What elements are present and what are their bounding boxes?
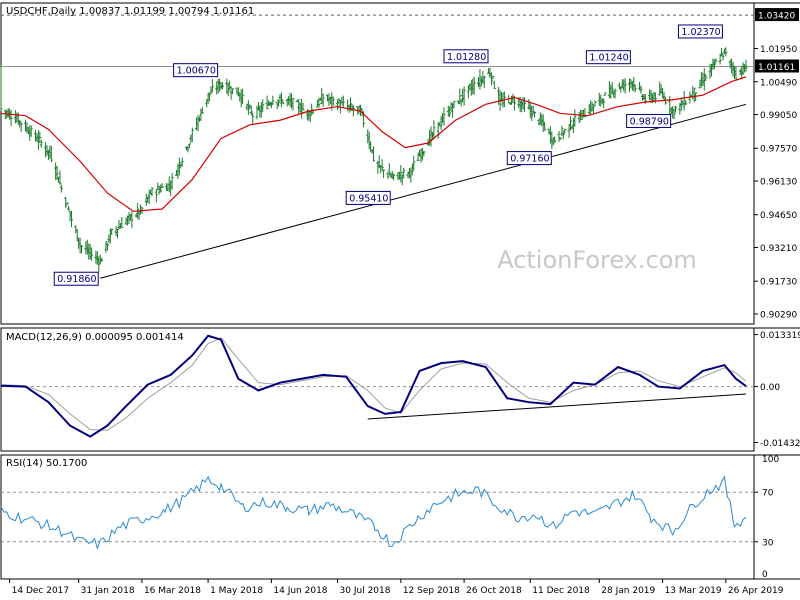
- moving-average-line: [0, 76, 747, 212]
- price-annotation-label: 1.02370: [681, 27, 720, 38]
- price-annotation-label: 0.98790: [630, 116, 669, 127]
- x-tick-label: 26 Apr 2019: [728, 586, 784, 596]
- x-tick-label: 30 Jul 2018: [340, 586, 391, 596]
- x-tick-label: 14 Dec 2017: [12, 586, 69, 596]
- price-annotation-box: [443, 49, 489, 64]
- rsi-tick-label: 100: [762, 455, 779, 465]
- rsi-frame: [0, 454, 755, 580]
- price-level-label: 1.03420: [758, 12, 795, 22]
- macd-trendline: [367, 393, 747, 420]
- macd-panel: 0.013319 0.00 -0.014323: [0, 331, 800, 449]
- rsi-tick-label: 0: [762, 570, 768, 580]
- price-level-label: 1.01161: [758, 63, 795, 73]
- price-level-box: [755, 59, 799, 73]
- price-tick-label: 1.00490: [760, 78, 797, 88]
- macd-tick-label: -0.014323: [760, 439, 800, 449]
- price-annotation-box: [173, 63, 219, 78]
- rsi-tick-label: 30: [762, 538, 774, 548]
- x-tick-label: 16 Mar 2018: [144, 586, 201, 596]
- price-header: USDCHF,Daily 1.00837 1.01199 1.00794 1.0…: [6, 6, 254, 17]
- price-tick-label: 0.93210: [760, 244, 797, 254]
- macd-tick-label: 0.013319: [760, 331, 800, 341]
- price-tick-label: 0.97570: [760, 145, 797, 155]
- price-annotation-label: 0.95410: [349, 193, 388, 204]
- price-annotation-box: [506, 151, 552, 166]
- price-annotation-label: 0.97160: [510, 154, 549, 165]
- price-tick-label: 0.91730: [760, 278, 797, 288]
- price-annotation-box: [585, 50, 631, 65]
- price-tick-label: 0.96130: [760, 178, 797, 188]
- price-tick-label: 0.94650: [760, 211, 797, 221]
- price-annotation-label: 1.01240: [589, 53, 628, 64]
- price-annotation-box: [53, 271, 99, 286]
- rsi-line: [0, 475, 747, 550]
- x-axis: 14 Dec 2017 31 Jan 2018 16 Mar 2018 1 May 2…: [9, 579, 784, 596]
- price-annotation-label: 1.01280: [447, 52, 486, 63]
- watermark: ActionForex.com: [497, 246, 697, 274]
- x-tick-label: 11 Dec 2018: [532, 586, 590, 596]
- macd-tick-label: 0.00: [760, 383, 780, 393]
- x-tick-label: 1 May 2018: [210, 586, 263, 596]
- macd-frame: [0, 327, 755, 452]
- price-annotation-label: 1.00670: [177, 66, 216, 77]
- price-annotation-box: [626, 113, 672, 128]
- price-panel: 1.01950 1.00490 0.99050 0.97570 0.96130 0.946…: [0, 8, 799, 320]
- support-trendline: [100, 103, 747, 279]
- rsi-tick-label: 70: [762, 489, 774, 499]
- price-tick-label: 1.01950: [760, 45, 797, 55]
- x-tick-label: 12 Sep 2018: [403, 586, 460, 596]
- x-tick-label: 31 Jan 2018: [81, 586, 135, 596]
- macd-signal-line: [0, 337, 747, 431]
- x-tick-label: 28 Jan 2019: [601, 586, 655, 596]
- price-level-box: [755, 8, 799, 22]
- macd-line: [0, 334, 747, 438]
- x-tick-label: 13 Mar 2019: [665, 586, 722, 596]
- price-annotation-label: 0.91860: [57, 274, 96, 285]
- price-annotation-box: [345, 190, 391, 205]
- price-annotation-box: [677, 24, 723, 39]
- price-tick-label: 0.90290: [760, 310, 797, 320]
- x-tick-label: 14 Jun 2018: [273, 586, 327, 596]
- price-tick-label: 0.99050: [760, 111, 797, 121]
- x-tick-label: 26 Oct 2018: [466, 586, 522, 596]
- rsi-header: RSI(14) 50.1700: [6, 458, 87, 469]
- rsi-panel: 100 70 30 0: [0, 454, 779, 580]
- macd-header: MACD(12,26,9) 0.000095 0.001414: [6, 332, 184, 343]
